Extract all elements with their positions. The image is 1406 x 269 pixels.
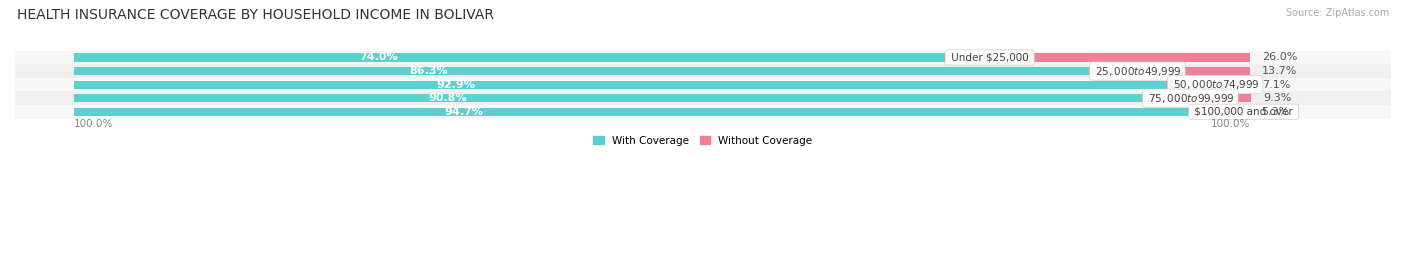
Bar — [1167, 80, 1250, 89]
Bar — [73, 53, 943, 62]
Bar — [15, 78, 1391, 91]
Bar — [15, 51, 1391, 64]
Bar — [15, 91, 1391, 105]
Text: 100.0%: 100.0% — [73, 119, 112, 129]
Bar — [15, 105, 1391, 119]
Bar — [73, 94, 1250, 102]
Bar — [73, 67, 1088, 75]
Legend: With Coverage, Without Coverage: With Coverage, Without Coverage — [589, 132, 817, 150]
Text: 94.7%: 94.7% — [444, 107, 484, 117]
Bar — [73, 67, 1250, 75]
Bar — [943, 53, 1250, 62]
Text: Source: ZipAtlas.com: Source: ZipAtlas.com — [1285, 8, 1389, 18]
Text: 100.0%: 100.0% — [1211, 119, 1250, 129]
Text: 86.3%: 86.3% — [409, 66, 449, 76]
Bar — [73, 80, 1167, 89]
Bar — [73, 53, 1250, 62]
Text: $75,000 to $99,999: $75,000 to $99,999 — [1146, 92, 1236, 105]
Bar — [1188, 108, 1250, 116]
Bar — [73, 94, 1142, 102]
Bar — [1142, 94, 1251, 102]
Bar — [73, 67, 1250, 75]
Text: $25,000 to $49,999: $25,000 to $49,999 — [1092, 65, 1182, 77]
Text: 5.3%: 5.3% — [1261, 107, 1289, 117]
Bar — [73, 108, 1250, 116]
Text: $100,000 and over: $100,000 and over — [1191, 107, 1296, 117]
Bar — [73, 94, 1250, 102]
Bar — [73, 80, 1250, 89]
Text: HEALTH INSURANCE COVERAGE BY HOUSEHOLD INCOME IN BOLIVAR: HEALTH INSURANCE COVERAGE BY HOUSEHOLD I… — [17, 8, 494, 22]
Text: 92.9%: 92.9% — [437, 80, 475, 90]
Bar — [73, 108, 1250, 116]
Text: 9.3%: 9.3% — [1263, 93, 1291, 103]
Bar — [73, 53, 1250, 62]
Bar — [73, 80, 1250, 89]
Text: 90.8%: 90.8% — [429, 93, 467, 103]
Text: 7.1%: 7.1% — [1261, 80, 1291, 90]
Text: 74.0%: 74.0% — [359, 52, 398, 62]
Bar — [1088, 67, 1250, 75]
Text: 13.7%: 13.7% — [1261, 66, 1296, 76]
Bar — [15, 64, 1391, 78]
Bar — [73, 108, 1188, 116]
Text: 26.0%: 26.0% — [1261, 52, 1296, 62]
Text: Under $25,000: Under $25,000 — [948, 52, 1032, 62]
Text: $50,000 to $74,999: $50,000 to $74,999 — [1170, 78, 1260, 91]
